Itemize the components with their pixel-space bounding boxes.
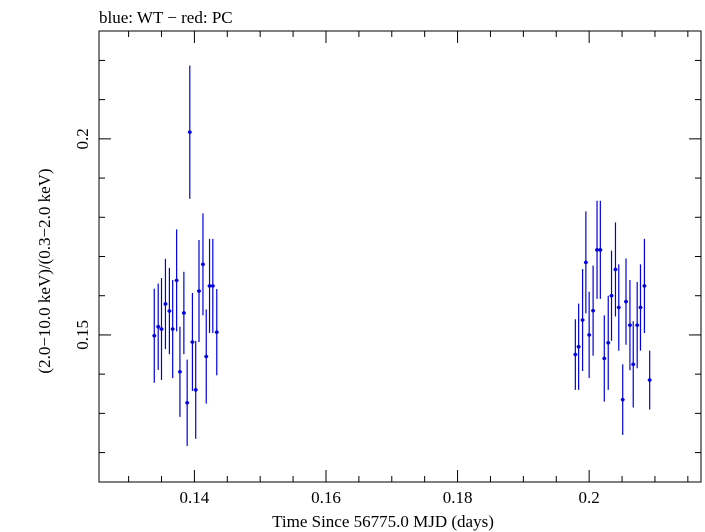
point-marker bbox=[190, 340, 195, 344]
point-marker bbox=[638, 305, 643, 310]
data-point bbox=[167, 267, 172, 355]
chart-title: blue: WT − red: PC bbox=[99, 8, 233, 27]
point-marker bbox=[587, 333, 591, 337]
point-marker bbox=[576, 344, 581, 349]
x-tick-label: 0.2 bbox=[579, 488, 600, 507]
point-marker bbox=[580, 318, 585, 322]
point-marker bbox=[197, 289, 201, 293]
point-marker bbox=[207, 284, 212, 288]
point-marker bbox=[647, 378, 652, 382]
point-marker bbox=[591, 308, 595, 313]
point-marker bbox=[187, 130, 192, 134]
point-marker bbox=[631, 362, 636, 367]
data-point bbox=[609, 250, 614, 341]
point-marker bbox=[595, 248, 599, 252]
x-tick-label: 0.16 bbox=[311, 488, 341, 507]
y-tick-label: 0.2 bbox=[73, 128, 92, 149]
point-marker bbox=[170, 327, 175, 331]
data-point bbox=[159, 278, 164, 381]
data-point bbox=[573, 319, 578, 390]
data-point bbox=[185, 359, 190, 446]
point-marker bbox=[211, 284, 215, 288]
data-point bbox=[616, 264, 621, 351]
data-point bbox=[602, 315, 607, 402]
x-axis-label: Time Since 56775.0 MJD (days) bbox=[272, 512, 494, 531]
data-point bbox=[620, 364, 625, 435]
data-point bbox=[624, 258, 628, 345]
data-point bbox=[200, 213, 205, 316]
point-marker bbox=[609, 293, 614, 298]
point-marker bbox=[620, 397, 625, 402]
x-tick-label: 0.14 bbox=[180, 488, 210, 507]
point-marker bbox=[178, 369, 182, 374]
data-point bbox=[635, 281, 640, 369]
point-marker bbox=[598, 248, 603, 252]
data-point bbox=[187, 65, 192, 199]
data-point bbox=[210, 238, 215, 333]
data-point bbox=[207, 238, 212, 333]
point-marker bbox=[156, 324, 161, 329]
point-marker bbox=[174, 278, 179, 283]
data-point bbox=[152, 288, 157, 383]
data-point bbox=[181, 271, 186, 355]
data-point bbox=[627, 280, 632, 371]
data-point bbox=[214, 289, 219, 376]
data-point bbox=[647, 350, 652, 410]
data-point bbox=[642, 238, 647, 333]
data-point bbox=[638, 264, 643, 351]
point-marker bbox=[167, 309, 172, 313]
point-marker bbox=[159, 327, 164, 331]
point-marker bbox=[642, 284, 647, 288]
point-marker bbox=[201, 262, 205, 267]
data-point bbox=[587, 291, 592, 379]
point-marker bbox=[163, 302, 168, 306]
data-point bbox=[580, 269, 585, 372]
point-marker bbox=[193, 388, 198, 392]
point-marker bbox=[573, 352, 578, 357]
data-point bbox=[174, 229, 179, 332]
point-marker bbox=[616, 305, 621, 310]
point-marker bbox=[606, 340, 611, 345]
data-point bbox=[591, 265, 596, 356]
point-marker bbox=[628, 323, 632, 327]
data-point bbox=[606, 295, 611, 390]
y-tick-label: 0.15 bbox=[73, 320, 92, 350]
data-point bbox=[190, 292, 195, 392]
point-marker bbox=[152, 333, 157, 338]
point-marker bbox=[602, 356, 607, 361]
point-marker bbox=[613, 267, 618, 272]
point-marker bbox=[204, 354, 209, 359]
data-series bbox=[152, 65, 652, 446]
point-marker bbox=[624, 299, 628, 304]
y-axis-label: (2.0−10.0 keV)/(0.3−2.0 keV) bbox=[35, 168, 54, 373]
data-point bbox=[631, 321, 636, 408]
point-marker bbox=[635, 323, 639, 327]
point-marker bbox=[584, 260, 588, 265]
data-point bbox=[177, 326, 182, 417]
data-point bbox=[193, 340, 198, 439]
data-point bbox=[598, 200, 603, 299]
data-point bbox=[170, 280, 175, 379]
data-point bbox=[613, 222, 618, 317]
tick-labels: 0.14 0.16 0.18 0.2 0.15 0.2 bbox=[73, 128, 600, 507]
axis-ticks bbox=[99, 31, 701, 482]
data-point bbox=[163, 258, 168, 350]
point-marker bbox=[214, 330, 219, 334]
point-marker bbox=[182, 311, 186, 315]
data-point bbox=[583, 211, 588, 314]
x-tick-label: 0.18 bbox=[443, 488, 473, 507]
point-marker bbox=[185, 400, 189, 405]
data-point bbox=[204, 309, 209, 404]
data-point bbox=[576, 303, 581, 390]
data-point bbox=[156, 283, 161, 370]
data-point bbox=[197, 240, 201, 342]
